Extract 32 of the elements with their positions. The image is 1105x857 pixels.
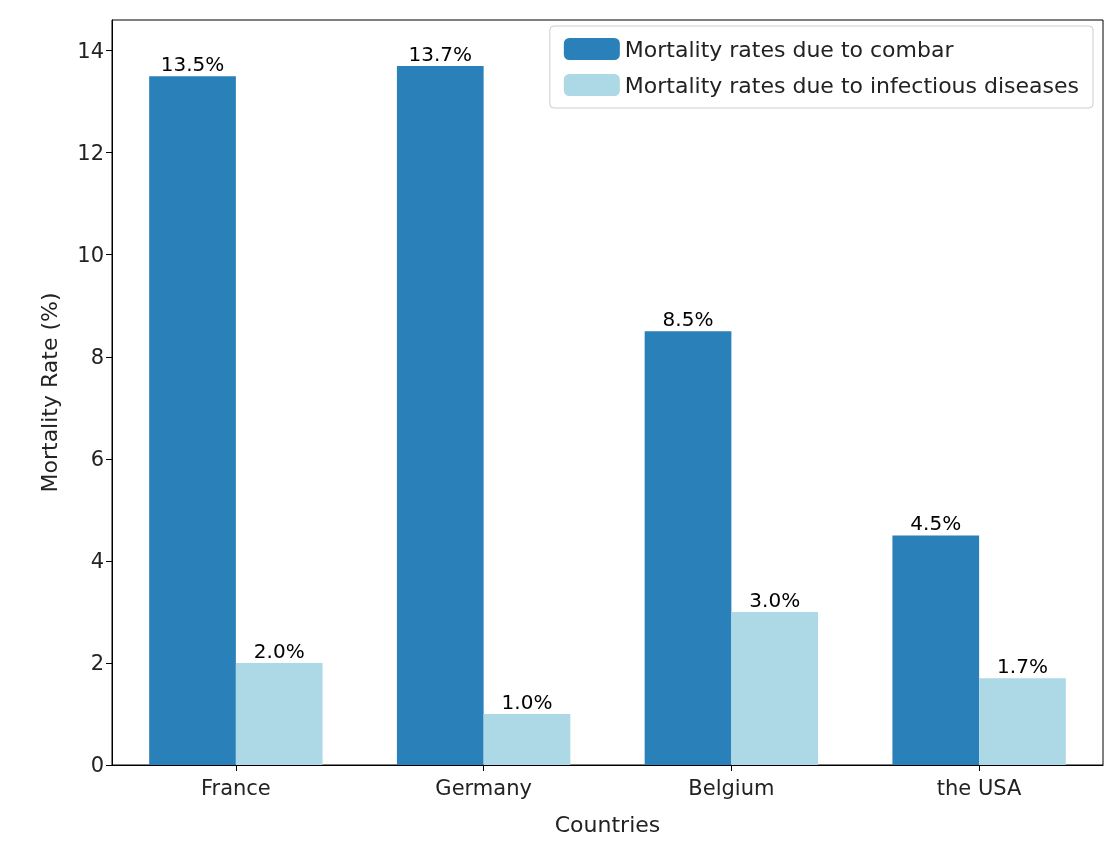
y-tick-label: 8 bbox=[90, 344, 104, 369]
data-label: 13.5% bbox=[160, 52, 225, 77]
bar bbox=[396, 65, 484, 765]
y-tick-label: 2 bbox=[90, 650, 104, 675]
y-tick-label: 4 bbox=[90, 548, 104, 573]
x-tick-label: Germany bbox=[435, 775, 532, 800]
legend-label: Mortality rates due to infectious diseases bbox=[624, 72, 1080, 98]
y-tick-label: 14 bbox=[77, 38, 104, 63]
bar bbox=[149, 76, 236, 765]
bar bbox=[892, 535, 980, 765]
data-label: 1.7% bbox=[997, 654, 1048, 679]
x-tick-label: Belgium bbox=[688, 775, 775, 800]
x-axis-title: Countries bbox=[554, 811, 661, 837]
y-tick-label: 12 bbox=[77, 140, 104, 165]
data-label: 4.5% bbox=[910, 511, 962, 536]
data-label: 1.0% bbox=[501, 689, 553, 714]
data-label: 2.0% bbox=[253, 638, 305, 663]
y-axis-title: Mortality Rate (%) bbox=[36, 292, 62, 493]
data-label: 8.5% bbox=[662, 307, 714, 332]
data-label: 3.0% bbox=[749, 587, 801, 612]
bar bbox=[644, 331, 732, 765]
bar bbox=[483, 713, 571, 765]
y-tick-label: 6 bbox=[90, 446, 104, 471]
bar bbox=[731, 611, 819, 765]
y-tick-label: 10 bbox=[77, 242, 104, 267]
legend-label: Mortality rates due to combar bbox=[624, 36, 955, 62]
x-tick-label: France bbox=[200, 775, 271, 800]
y-tick-label: 0 bbox=[90, 753, 104, 777]
bar bbox=[235, 662, 323, 765]
data-label: 13.7% bbox=[408, 41, 473, 66]
x-tick-label: the USA bbox=[936, 775, 1023, 800]
bar bbox=[979, 678, 1066, 765]
